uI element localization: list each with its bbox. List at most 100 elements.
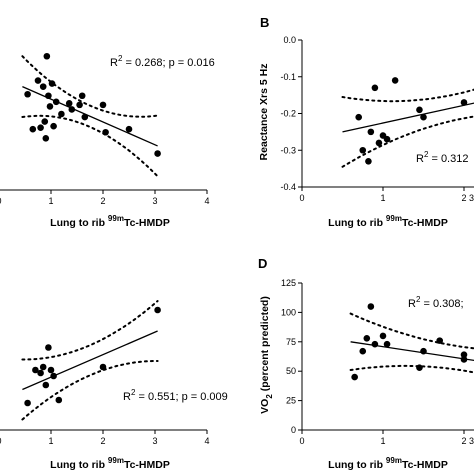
upper-confidence-band	[341, 88, 474, 103]
data-point	[50, 122, 57, 130]
data-point	[41, 118, 49, 125]
x-tick-label: 2	[461, 436, 466, 446]
data-point	[37, 369, 44, 377]
x-tick-label: 3	[469, 193, 474, 203]
regression-line	[342, 102, 474, 133]
x-tick-label: 3	[152, 436, 157, 446]
data-point	[371, 340, 379, 348]
plot-area-b: 0.0 -0.1 -0.2 -0.3 -0.40 1 2 3	[280, 35, 474, 203]
x-axis-title-d: Lung to rib 99mTc-HMDP	[328, 456, 448, 471]
x-tick-label: 2	[461, 193, 466, 203]
data-point	[24, 90, 31, 98]
data-point	[383, 340, 391, 348]
data-point	[65, 100, 73, 107]
plot-area-a: 0 1 2 3 4	[0, 52, 210, 206]
data-point	[102, 128, 109, 136]
plot-area-d: 0 25 50 75 100 125 0 1 2 3	[281, 278, 474, 446]
y-tick-label: -0.2	[280, 109, 296, 119]
x-tick-label: 0	[0, 196, 2, 206]
data-point	[436, 337, 444, 344]
lower-confidence-band	[341, 115, 474, 168]
data-point	[375, 139, 383, 147]
y-tick-label: 100	[281, 307, 296, 317]
stat-annotation-b: R2 = 0.312	[416, 150, 468, 165]
data-point	[359, 347, 367, 355]
x-axis-title-c: Lung to rib 99mTc-HMDP	[50, 456, 170, 471]
lower-confidence-band	[349, 364, 474, 374]
data-point	[46, 103, 54, 110]
y-tick-label: 0	[291, 425, 296, 435]
x-tick-label: 2	[100, 436, 105, 446]
data-point	[363, 334, 371, 342]
panel-a: 0 1 2 3 4 R2 = 0.268; p = 0.016 Lung to rib …	[0, 52, 215, 229]
x-tick-label: 4	[204, 196, 209, 206]
data-point	[76, 101, 83, 109]
x-tick-label: 3	[152, 196, 157, 206]
stat-annotation-a: R2 = 0.268; p = 0.016	[110, 54, 215, 69]
data-point	[351, 373, 358, 381]
data-point	[24, 399, 31, 407]
data-point	[460, 99, 468, 106]
y-tick-label: 50	[286, 366, 296, 376]
panel-b: B 0.0 -0.1 -0.2 -0.3 -0.40 1 2 3 Reactance Xrs …	[258, 15, 474, 229]
data-point	[420, 113, 427, 121]
y-tick-label: -0.3	[280, 145, 296, 155]
y-tick-label: 0.0	[283, 35, 296, 45]
data-point	[42, 381, 50, 389]
data-point	[81, 113, 89, 121]
stat-annotation-d: R2 = 0.308;	[408, 295, 464, 310]
data-point	[391, 77, 399, 84]
data-point	[416, 364, 423, 371]
panel-letter-d: D	[258, 256, 267, 271]
data-point	[32, 366, 39, 374]
data-point	[371, 84, 379, 92]
panel-d: D 0 25 50 75 100 125 0 1 2 3 VO2 (percent predict…	[258, 256, 474, 471]
data-point	[154, 150, 161, 157]
lower-confidence-band	[21, 114, 159, 178]
x-tick-label: 1	[48, 436, 53, 446]
data-point	[34, 77, 42, 84]
data-point	[367, 303, 375, 310]
data-point	[78, 92, 86, 100]
x-tick-label: 0	[0, 436, 2, 446]
x-tick-label: 1	[48, 196, 53, 206]
data-point	[48, 80, 56, 87]
data-point	[39, 363, 47, 371]
data-point	[29, 125, 37, 133]
data-point	[355, 113, 363, 121]
y-tick-label: 25	[286, 396, 296, 406]
data-point	[68, 106, 76, 113]
panel-letter-b: B	[260, 15, 269, 30]
data-point	[460, 351, 468, 359]
data-point	[365, 157, 372, 165]
plot-area-c: 0 1 2 3 4	[0, 300, 210, 446]
data-point	[47, 366, 55, 374]
x-tick-label: 1	[380, 193, 385, 203]
lower-confidence-band	[21, 360, 159, 421]
data-point	[379, 332, 387, 340]
data-point	[420, 347, 427, 355]
stat-annotation-c: R2 = 0.551; p = 0.009	[123, 388, 228, 403]
upper-confidence-band	[21, 300, 159, 361]
data-point	[99, 101, 107, 109]
data-point	[43, 52, 51, 60]
data-point	[99, 363, 107, 371]
x-tick-label: 1	[380, 436, 385, 446]
data-point	[58, 110, 65, 118]
y-axis-title-d: VO2 (percent predicted)	[259, 296, 274, 414]
x-tick-label: 0	[299, 436, 304, 446]
data-point	[460, 356, 468, 363]
y-tick-label: 125	[281, 278, 296, 288]
data-point	[52, 98, 60, 106]
x-tick-label: 2	[100, 196, 105, 206]
y-tick-label: 75	[286, 337, 296, 347]
data-point	[42, 135, 50, 142]
data-point	[55, 396, 63, 404]
x-tick-label: 3	[469, 436, 474, 446]
data-point	[367, 128, 375, 136]
data-point	[125, 125, 133, 133]
regression-line	[22, 86, 158, 147]
x-axis-title-b: Lung to rib 99mTc-HMDP	[328, 214, 448, 229]
data-point	[37, 124, 44, 131]
